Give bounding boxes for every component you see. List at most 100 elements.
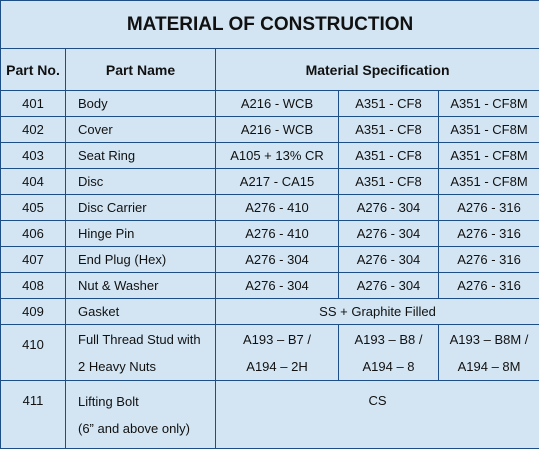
cell-line: (6” and above only) — [78, 415, 215, 442]
header-cell: Material Specification — [216, 49, 539, 91]
spec-cell: A276 - 410 — [216, 195, 339, 221]
cell-line: 2 Heavy Nuts — [78, 353, 215, 380]
title-row: MATERIAL OF CONSTRUCTION — [1, 1, 539, 49]
part-no-cell: 405 — [1, 195, 66, 221]
cell-line: A351 - CF8M — [439, 122, 539, 137]
cell-line: Gasket — [78, 304, 215, 319]
cell-line: Lifting Bolt — [78, 388, 215, 415]
part-name-cell: Cover — [66, 117, 216, 143]
part-no-cell: 402 — [1, 117, 66, 143]
cell-line: A217 - CA15 — [216, 174, 338, 189]
part-no-cell: 411 — [1, 381, 66, 449]
cell-line: A276 - 316 — [439, 226, 539, 241]
spec-cell: A351 - CF8 — [339, 169, 439, 195]
part-name-cell: Seat Ring — [66, 143, 216, 169]
spec-cell: SS + Graphite Filled — [216, 299, 539, 325]
spec-cell: A216 - WCB — [216, 91, 339, 117]
spec-cell: CS — [216, 381, 539, 449]
cell-line: A351 - CF8 — [339, 174, 438, 189]
cell-line: Full Thread Stud with — [78, 326, 215, 353]
spec-cell: A193 – B8M /A194 – 8M — [439, 325, 539, 381]
spec-cell: A276 - 316 — [439, 273, 539, 299]
cell-line: A193 – B8 / — [339, 326, 438, 353]
spec-cell: A193 – B8 /A194 – 8 — [339, 325, 439, 381]
cell-line: A351 - CF8 — [339, 96, 438, 111]
cell-line: A194 – 8M — [439, 353, 539, 380]
spec-cell: A105 + 13% CR — [216, 143, 339, 169]
spec-cell: A276 - 316 — [439, 221, 539, 247]
cell-line: Nut & Washer — [78, 278, 215, 293]
part-no-cell: 407 — [1, 247, 66, 273]
cell-line: A276 - 410 — [216, 200, 338, 215]
cell-line: A276 - 304 — [339, 278, 438, 293]
spec-cell: A276 - 316 — [439, 247, 539, 273]
cell-line: A276 - 304 — [216, 278, 338, 293]
cell-line: A276 - 304 — [339, 226, 438, 241]
part-no-cell: 403 — [1, 143, 66, 169]
spec-cell: A351 - CF8M — [439, 117, 539, 143]
table-title: MATERIAL OF CONSTRUCTION — [1, 1, 539, 49]
spec-cell: A216 - WCB — [216, 117, 339, 143]
header-row: Part No. Part Name Material Specificatio… — [1, 49, 539, 91]
cell-line: A351 - CF8 — [339, 148, 438, 163]
cell-line: Seat Ring — [78, 148, 215, 163]
spec-cell: A351 - CF8 — [339, 117, 439, 143]
spec-cell: A276 - 304 — [339, 273, 439, 299]
cell-line: A193 – B7 / — [216, 326, 338, 353]
cell-line: A276 - 316 — [439, 200, 539, 215]
cell-line: Disc Carrier — [78, 200, 215, 215]
part-name-cell: Lifting Bolt(6” and above only) — [66, 381, 216, 449]
part-no-cell: 401 — [1, 91, 66, 117]
spec-cell: A351 - CF8 — [339, 91, 439, 117]
cell-line: A216 - WCB — [216, 96, 338, 111]
cell-line: A351 - CF8 — [339, 122, 438, 137]
cell-line: Cover — [78, 122, 215, 137]
spec-cell: A276 - 304 — [339, 221, 439, 247]
spec-cell: A276 - 410 — [216, 221, 339, 247]
part-name-cell: Gasket — [66, 299, 216, 325]
part-no-cell: 409 — [1, 299, 66, 325]
cell-line: A216 - WCB — [216, 122, 338, 137]
cell-line: A194 – 2H — [216, 353, 338, 380]
part-no-cell: 406 — [1, 221, 66, 247]
spec-cell: A351 - CF8M — [439, 143, 539, 169]
cell-line: A276 - 316 — [439, 252, 539, 267]
cell-line: A351 - CF8M — [439, 174, 539, 189]
spec-cell: A351 - CF8 — [339, 143, 439, 169]
part-name-cell: End Plug (Hex) — [66, 247, 216, 273]
cell-line: A351 - CF8M — [439, 96, 539, 111]
cell-line: A276 - 304 — [216, 252, 338, 267]
cell-line: A276 - 410 — [216, 226, 338, 241]
cell-line: Hinge Pin — [78, 226, 215, 241]
spec-cell: A217 - CA15 — [216, 169, 339, 195]
cell-line: A105 + 13% CR — [216, 148, 338, 163]
cell-line: A193 – B8M / — [439, 326, 539, 353]
part-name-cell: Nut & Washer — [66, 273, 216, 299]
part-name-cell: Body — [66, 91, 216, 117]
cell-line: A276 - 304 — [339, 252, 438, 267]
spec-cell: A276 - 304 — [339, 195, 439, 221]
spec-cell: A351 - CF8M — [439, 91, 539, 117]
spec-cell: A276 - 304 — [216, 273, 339, 299]
spec-cell: A276 - 316 — [439, 195, 539, 221]
spec-cell: A351 - CF8M — [439, 169, 539, 195]
cell-line: End Plug (Hex) — [78, 252, 215, 267]
part-no-cell: 408 — [1, 273, 66, 299]
cell-line: A351 - CF8M — [439, 148, 539, 163]
cell-line: CS — [216, 393, 539, 408]
cell-line: A276 - 304 — [339, 200, 438, 215]
